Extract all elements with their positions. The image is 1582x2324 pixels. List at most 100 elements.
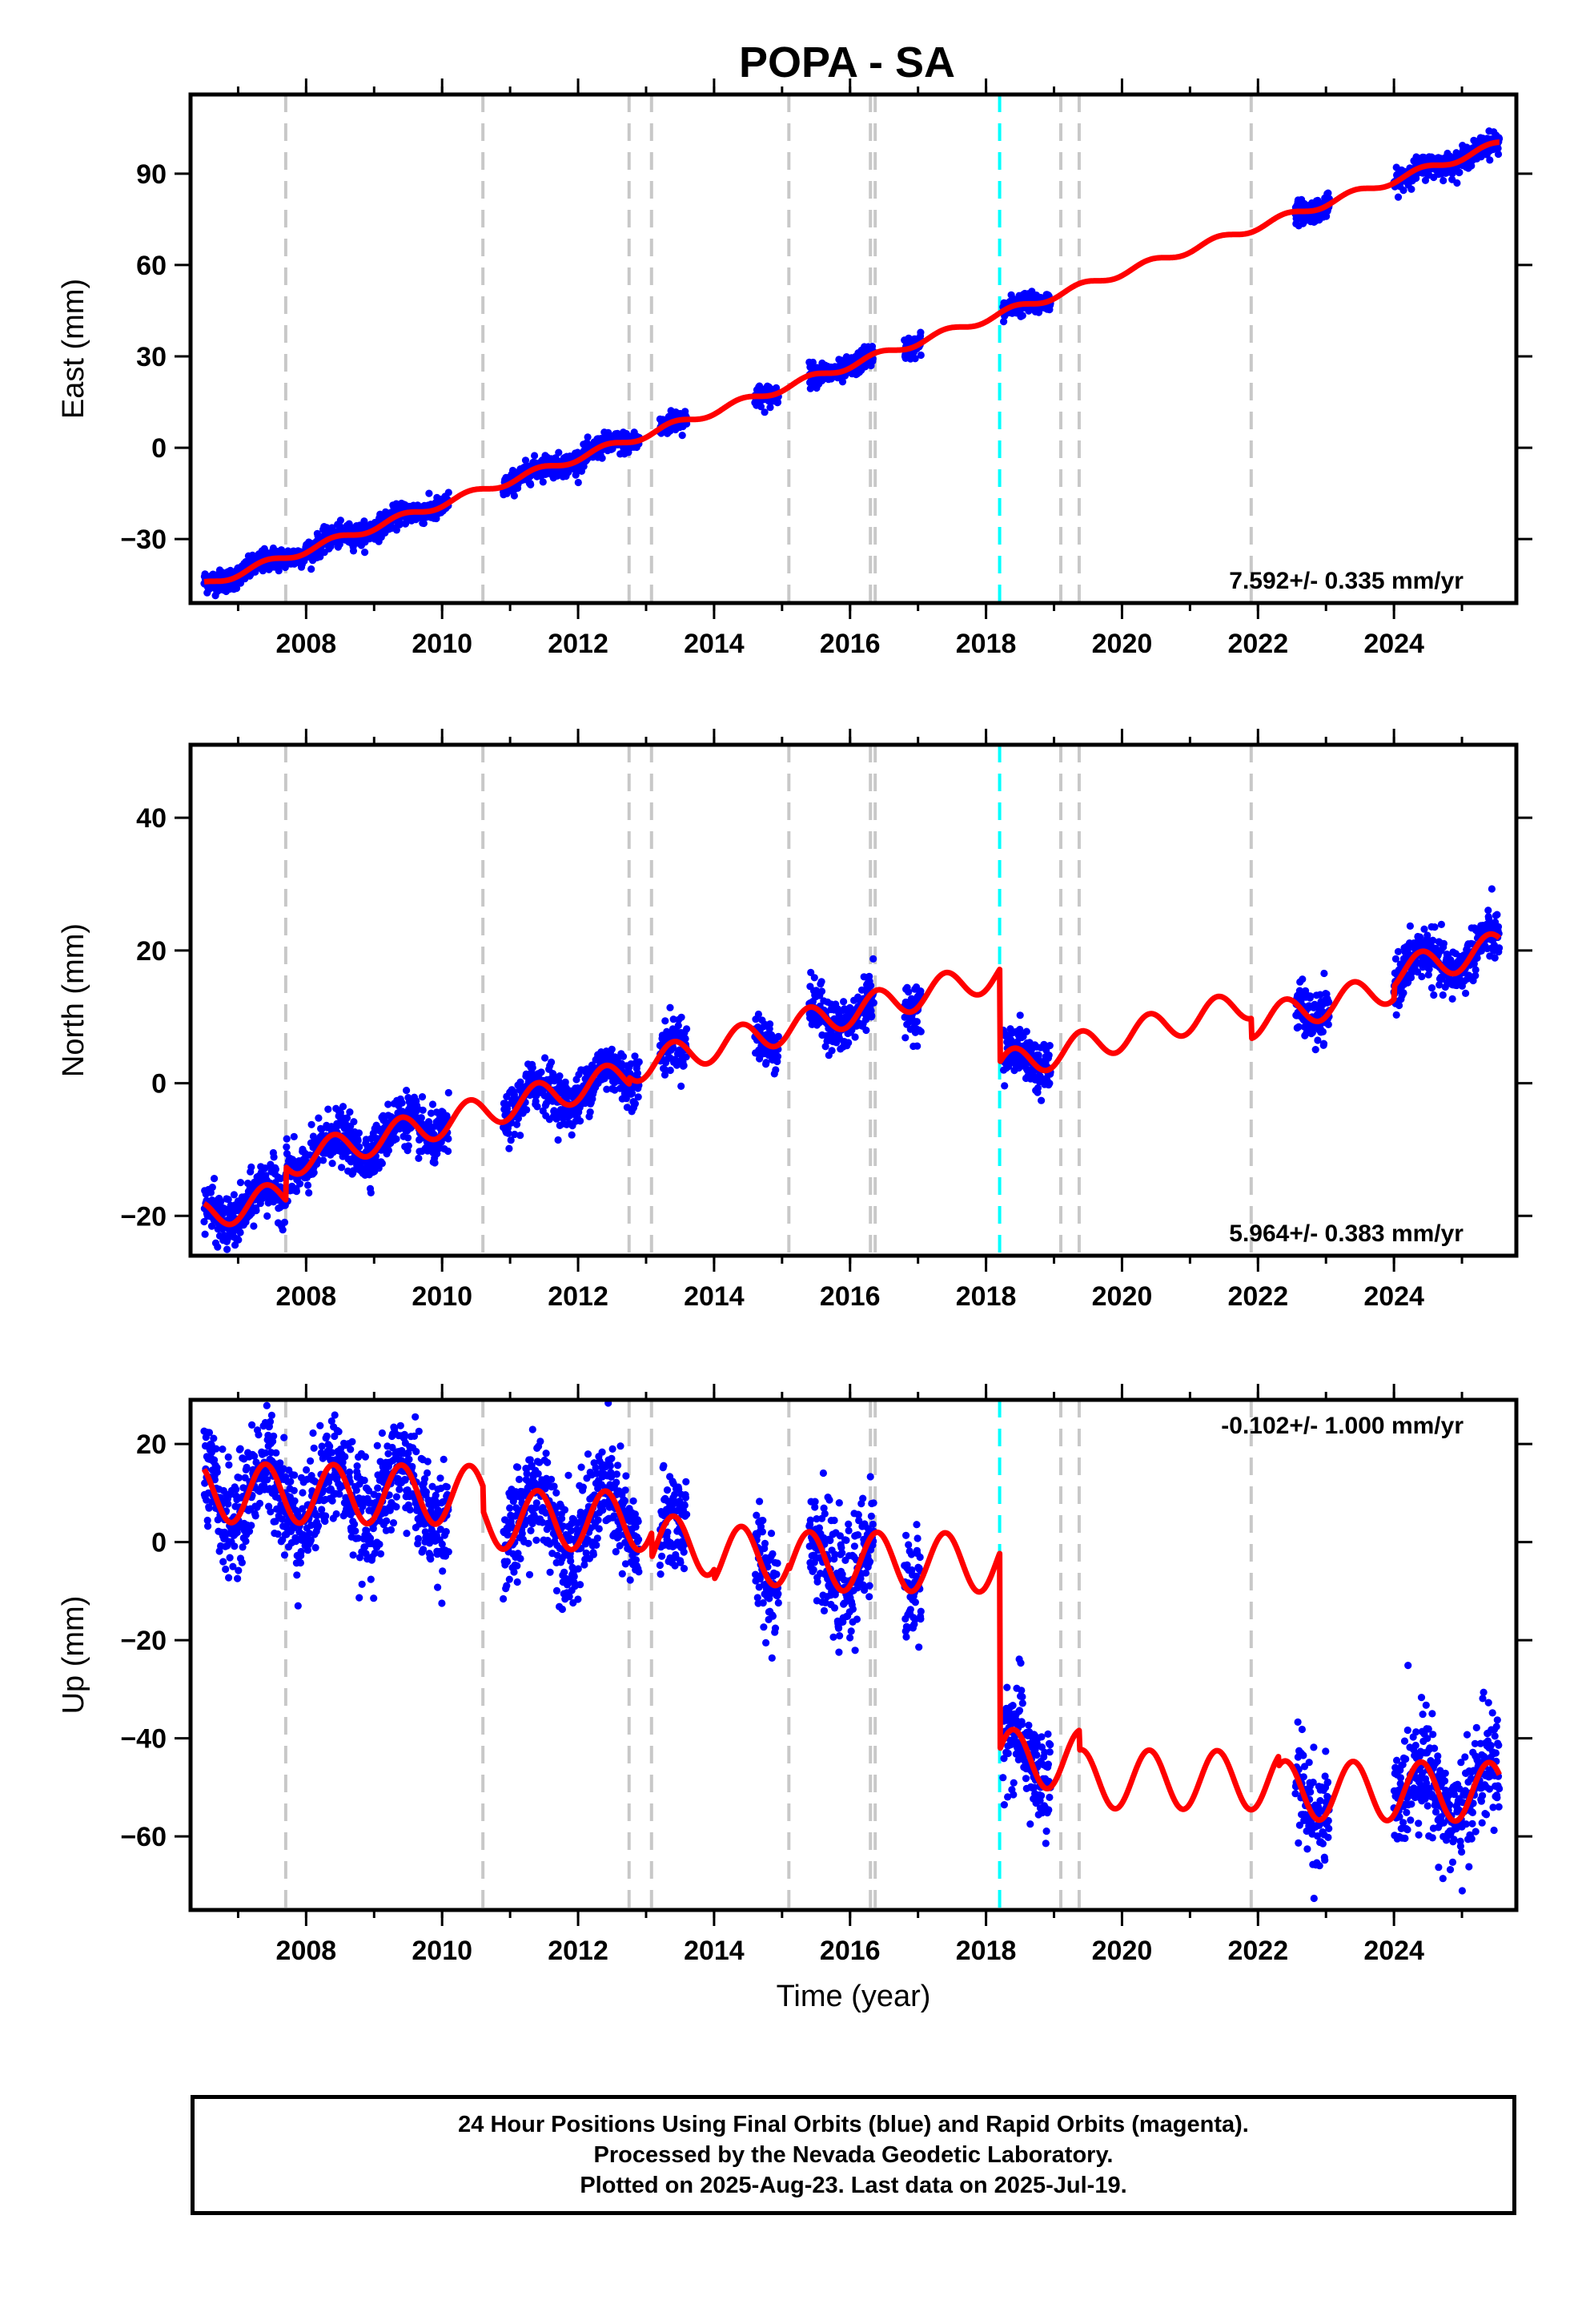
observation-point	[418, 1093, 427, 1101]
observation-point	[1473, 954, 1481, 962]
observation-point	[1493, 911, 1501, 919]
observation-point	[283, 1143, 291, 1151]
observation-point	[809, 358, 817, 367]
observation-point	[913, 1042, 921, 1050]
x-tick-label: 2012	[548, 629, 608, 659]
observation-point	[1394, 947, 1403, 955]
observation-point	[243, 1463, 251, 1471]
x-tick-label: 2012	[548, 1281, 608, 1312]
observation-point	[204, 1522, 212, 1530]
east-panel: 2008 2010 2012 2014 2016 2018 2020 2022 2024−300…	[57, 78, 1532, 659]
observation-point	[516, 1132, 524, 1140]
x-tick-label: 2024	[1363, 1281, 1424, 1312]
y-axis-label: East (mm)	[57, 279, 90, 419]
observation-point	[817, 987, 826, 995]
observation-point	[1462, 989, 1470, 997]
observation-point	[917, 328, 925, 336]
observation-point	[862, 1026, 870, 1035]
observation-point	[255, 1499, 264, 1507]
observation-point	[225, 1574, 233, 1582]
observation-point	[214, 1243, 222, 1251]
observation-point	[207, 1222, 216, 1230]
x-tick-label: 2008	[276, 629, 337, 659]
observation-point	[1437, 920, 1445, 928]
observation-point	[200, 1217, 208, 1226]
observation-point	[1038, 1096, 1046, 1104]
observation-point	[354, 1136, 362, 1144]
observation-point	[255, 1431, 263, 1439]
observation-point	[505, 1144, 513, 1152]
observation-point	[528, 1063, 536, 1072]
observation-point	[346, 1108, 354, 1116]
observation-point	[1448, 995, 1456, 1003]
observation-point	[619, 1052, 628, 1060]
observation-point	[307, 1120, 315, 1128]
observation-point	[869, 999, 877, 1007]
observation-point	[766, 1020, 774, 1028]
observation-point	[201, 1230, 209, 1238]
observation-point	[319, 1156, 327, 1164]
x-tick-label: 2014	[684, 1281, 745, 1312]
observation-point	[1456, 168, 1464, 176]
observation-point	[403, 1087, 411, 1095]
observation-point	[905, 988, 913, 996]
observation-point	[217, 1198, 225, 1206]
observation-point	[219, 1445, 227, 1454]
observation-point	[219, 1558, 227, 1566]
observation-point	[1412, 174, 1420, 183]
observation-point	[425, 489, 433, 497]
observation-point	[367, 1188, 375, 1196]
observation-point	[225, 1461, 233, 1469]
observation-point	[773, 1052, 782, 1060]
observation-point	[210, 1434, 218, 1442]
observation-point	[1416, 933, 1424, 941]
observation-point	[208, 1184, 216, 1192]
observation-point	[772, 1066, 780, 1074]
x-tick-label: 2024	[1363, 629, 1424, 659]
north-panel: 2008 2010 2012 2014 2016 2018 2020 2022 2024−200…	[57, 729, 1532, 1312]
observation-point	[235, 1236, 243, 1244]
observation-point	[230, 1191, 238, 1199]
observation-point	[1022, 1027, 1030, 1035]
observation-point	[232, 1486, 240, 1494]
observation-point	[392, 526, 400, 534]
observation-point	[212, 1445, 220, 1453]
observation-point	[226, 1554, 234, 1562]
observation-point	[584, 433, 592, 441]
observation-point	[236, 1228, 244, 1236]
observation-point	[290, 1132, 298, 1140]
observation-point	[766, 404, 774, 412]
observation-point	[315, 1114, 323, 1122]
observation-point	[223, 1245, 231, 1253]
observation-point	[677, 1013, 685, 1021]
observation-point	[444, 1088, 452, 1097]
observation-point	[310, 1168, 318, 1176]
observation-point	[531, 452, 539, 460]
observation-point	[1472, 966, 1480, 974]
x-tick-label: 2020	[1092, 629, 1153, 659]
observation-point	[666, 1003, 674, 1011]
x-tick-label: 2020	[1092, 1281, 1153, 1312]
x-tick-label: 2022	[1227, 629, 1288, 659]
observation-point	[1320, 969, 1328, 978]
observation-point	[328, 1160, 336, 1168]
observation-point	[1299, 975, 1307, 983]
observation-point	[1494, 150, 1503, 159]
y-tick-label: 0	[151, 433, 167, 464]
observation-point	[252, 1207, 260, 1215]
observation-point	[1034, 1084, 1042, 1092]
observation-point	[355, 1129, 363, 1137]
plot-frame	[188, 92, 1519, 605]
observation-point	[1399, 187, 1407, 195]
observation-point	[817, 978, 825, 986]
observation-point	[236, 1445, 244, 1453]
chart-title: POPA - SA	[739, 38, 955, 86]
observation-point	[349, 547, 358, 555]
observation-point	[677, 1082, 685, 1090]
observation-point	[548, 1058, 556, 1066]
observation-point	[248, 1421, 256, 1429]
observation-point	[417, 1114, 425, 1122]
observation-point	[1307, 992, 1315, 1000]
observation-point	[845, 1039, 853, 1047]
